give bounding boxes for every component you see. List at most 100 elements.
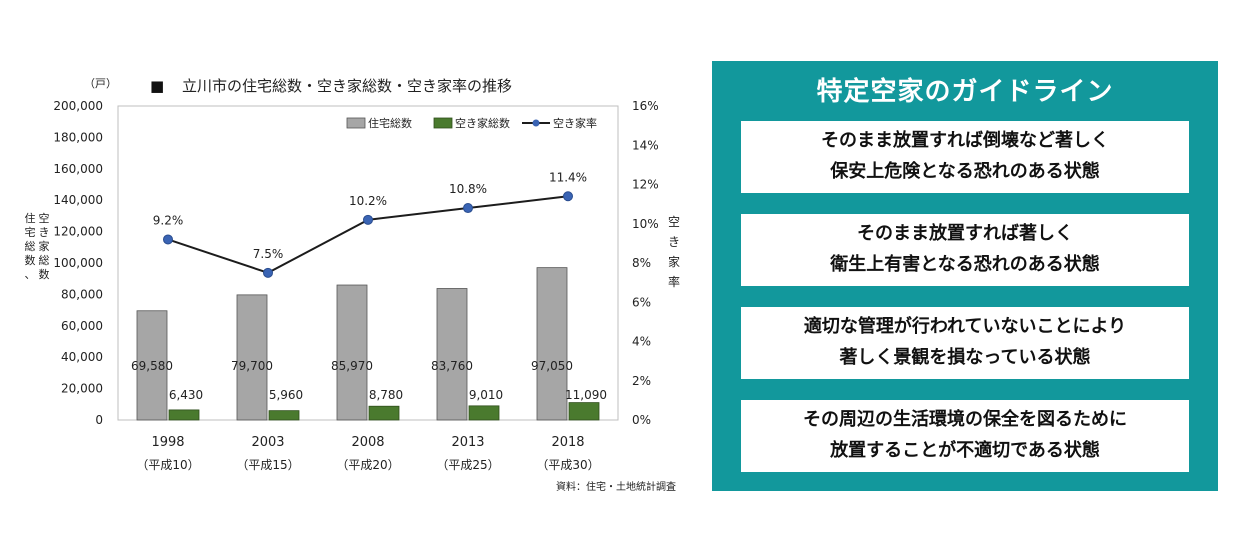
chart-title: 立川市の住宅総数・空き家総数・空き家率の推移 (182, 77, 512, 95)
x-tick-label-year: 2013 (451, 435, 484, 450)
y-tick-label: 160,000 (53, 162, 103, 176)
data-label-vacant-houses: 9,010 (469, 388, 503, 402)
legend-swatch-total-houses (346, 117, 366, 129)
y-tick-label: 40,000 (61, 350, 103, 364)
bar-vacant-houses (368, 405, 400, 421)
data-label-vacancy-rate: 11.4% (549, 170, 587, 184)
guideline-item-1-line2: 保安上危険となる恐れのある状態 (830, 161, 1100, 182)
y-tick-label: 60,000 (61, 319, 103, 333)
x-tick-label-year: 2018 (551, 435, 584, 450)
source-note: 資料：住宅・土地統計調査 (556, 480, 676, 493)
point-vacancy-rate (363, 214, 373, 225)
x-tick-label-era: （平成20） (336, 458, 399, 472)
chart: （戸） ■ 立川市の住宅総数・空き家総数・空き家率の推移 0 20,000 40,000 6… (25, 77, 681, 493)
x-tick-label-era: （平成25） (436, 458, 499, 472)
bar-total-houses (136, 310, 168, 421)
data-label-vacancy-rate: 10.2% (349, 194, 387, 208)
bar-vacant-houses (468, 405, 500, 421)
y-axis-label-char: 、 (25, 268, 36, 281)
y-tick-label: 180,000 (53, 130, 103, 144)
bar-total-houses (236, 294, 268, 421)
guideline-item-4-line1: その周辺の生活環境の保全を図るために (803, 409, 1127, 430)
y-tick-label: 200,000 (53, 99, 103, 113)
x-tick-label-year: 2003 (251, 435, 284, 450)
data-label-vacant-houses: 6,430 (169, 388, 203, 402)
guideline-item-2-line1: そのまま放置すれば著しく (857, 223, 1073, 244)
y-axis-label-char: 空 (39, 211, 50, 225)
point-vacancy-rate (463, 203, 473, 214)
y-right-tick-label: 2% (632, 374, 651, 388)
x-tick-label-era: （平成10） (136, 458, 199, 472)
y-axis-unit: （戸） (84, 77, 117, 90)
bar-total-houses (536, 267, 568, 421)
y-right-tick-label: 6% (632, 295, 651, 309)
y-axis-label-char: 総 (39, 253, 50, 267)
guideline-item-3-line2: 著しく景観を損なっている状態 (839, 347, 1091, 368)
legend-label-total-houses: 住宅総数 (368, 116, 412, 130)
y-right-tick-label: 10% (632, 217, 659, 231)
bar-vacant-houses (168, 409, 200, 421)
y-axis-label-char: 総 (25, 239, 36, 253)
data-label-total-houses: 85,970 (331, 359, 373, 373)
guideline-panel: 特定空家のガイドライン そのまま放置すれば倒壊など著しく 保安上危険となる恐れの… (712, 61, 1218, 491)
legend-label-vacancy-rate: 空き家率 (553, 116, 597, 130)
legend-label-vacant-houses: 空き家総数 (455, 116, 510, 130)
y-axis-label-char: 家 (39, 239, 50, 253)
bar-vacant-houses (568, 402, 600, 421)
data-label-total-houses: 79,700 (231, 359, 273, 373)
y-right-axis-label-char: 率 (668, 274, 680, 289)
point-vacancy-rate (163, 234, 173, 245)
y-right-tick-label: 12% (632, 178, 659, 192)
y-axis-label-char: 住 (25, 211, 36, 225)
y-right-tick-label: 8% (632, 256, 651, 270)
y-axis-label-char: 宅 (25, 225, 36, 239)
guideline-item-2-line2: 衛生上有害となる恐れのある状態 (830, 254, 1100, 275)
y-tick-label: 120,000 (53, 225, 103, 239)
legend-marker-vacancy-rate (532, 119, 540, 127)
guideline-item-2: そのまま放置すれば著しく 衛生上有害となる恐れのある状態 (741, 214, 1189, 286)
legend-swatch-vacant-houses (433, 117, 453, 129)
chart-title-marker: ■ (150, 77, 164, 95)
guideline-item-4-line2: 放置することが不適切である状態 (830, 440, 1100, 461)
x-tick-label-era: （平成15） (236, 458, 299, 472)
guideline-title: 特定空家のガイドライン (816, 77, 1114, 107)
data-label-total-houses: 69,580 (131, 359, 173, 373)
guideline-item-1: そのまま放置すれば倒壊など著しく 保安上危険となる恐れのある状態 (741, 121, 1189, 193)
x-tick-label-year: 1998 (151, 435, 184, 450)
y-right-tick-label: 0% (632, 413, 651, 427)
y-right-axis-label-char: 家 (668, 254, 680, 269)
y-axis-label-char: 数 (39, 268, 50, 281)
y-axis-label-char: 数 (25, 254, 36, 267)
y-right-axis-label-char: 空 (668, 215, 680, 229)
point-vacancy-rate (563, 191, 573, 202)
guideline-item-3-line1: 適切な管理が行われていないことにより (803, 316, 1127, 337)
x-tick-label-era: （平成30） (536, 458, 599, 472)
y-axis-label-char: き (39, 226, 50, 239)
data-label-vacancy-rate: 7.5% (253, 247, 284, 261)
y-tick-label: 140,000 (53, 193, 103, 207)
data-label-vacant-houses: 8,780 (369, 388, 403, 402)
data-label-vacant-houses: 5,960 (269, 388, 303, 402)
x-tick-label-year: 2008 (351, 435, 384, 450)
y-right-tick-label: 16% (632, 99, 659, 113)
guideline-item-1-line1: そのまま放置すれば倒壊など著しく (821, 130, 1109, 151)
guideline-item-3: 適切な管理が行われていないことにより 著しく景観を損なっている状態 (741, 307, 1189, 379)
y-right-axis-label-char: き (668, 235, 680, 249)
plot-area (117, 105, 619, 421)
y-right-tick-label: 4% (632, 335, 651, 349)
y-tick-label: 80,000 (61, 287, 103, 301)
guideline-item-4: その周辺の生活環境の保全を図るために 放置することが不適切である状態 (741, 400, 1189, 472)
bar-vacant-houses (268, 410, 300, 421)
data-label-vacancy-rate: 9.2% (153, 213, 184, 227)
data-label-vacancy-rate: 10.8% (449, 182, 487, 196)
bar-total-houses (436, 288, 468, 421)
y-tick-label: 100,000 (53, 256, 103, 270)
y-tick-label: 20,000 (61, 382, 103, 396)
data-label-vacant-houses: 11,090 (565, 388, 607, 402)
y-right-tick-label: 14% (632, 138, 659, 152)
point-vacancy-rate (263, 267, 273, 278)
bar-total-houses (336, 284, 368, 421)
data-label-total-houses: 83,760 (431, 359, 473, 373)
y-tick-label: 0 (95, 413, 103, 427)
data-label-total-houses: 97,050 (531, 359, 573, 373)
